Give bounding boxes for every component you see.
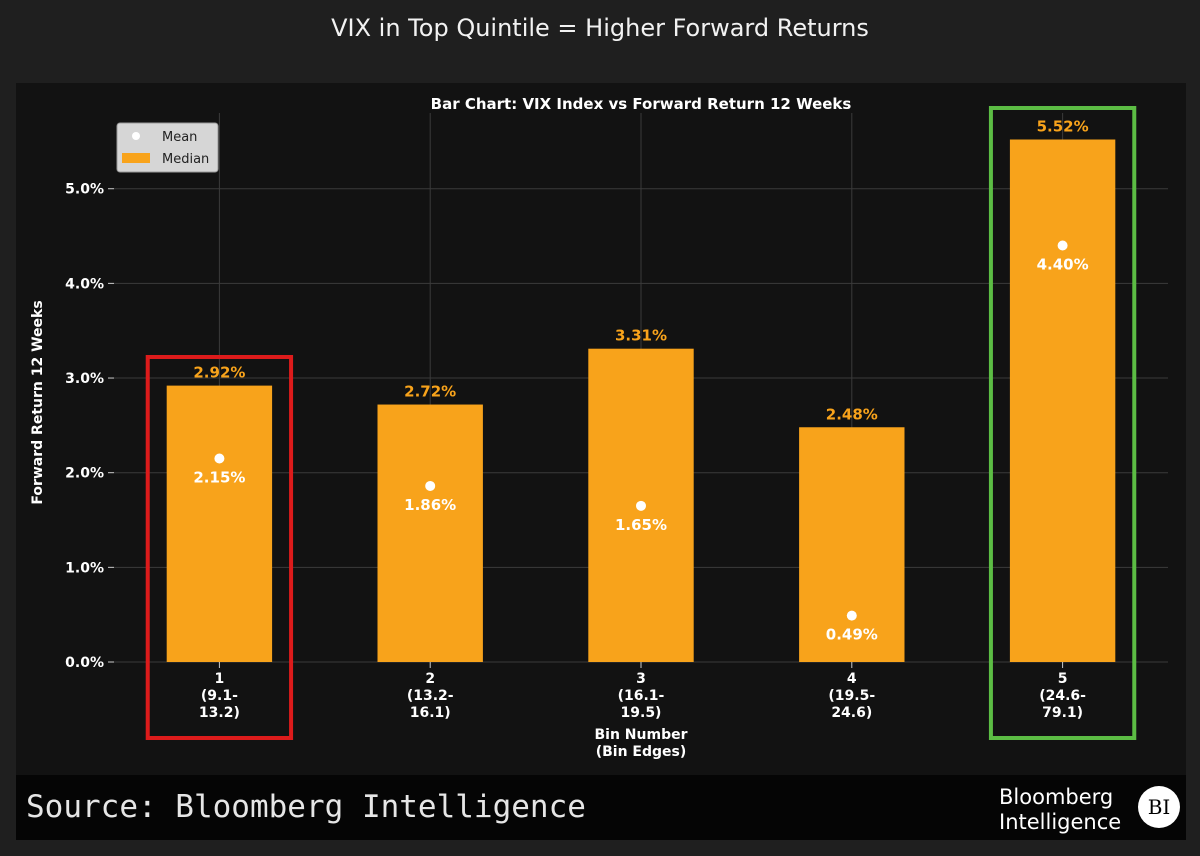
brand-logo-text: Bloomberg Intelligence [999,785,1121,835]
median-value-label: 2.92% [193,364,245,382]
legend-mean-label: Mean [162,130,197,145]
y-tick-label: 0.0% [65,655,104,671]
page-title: VIX in Top Quintile = Higher Forward Ret… [331,14,869,42]
x-tick-label: 5 [1058,671,1068,687]
x-tick-label: (13.2- [407,688,454,704]
x-tick-label: 13.2) [199,705,240,721]
x-tick-label: (24.6- [1039,688,1086,704]
x-tick-label: (19.5- [828,688,875,704]
y-tick-label: 5.0% [65,182,104,198]
median-value-label: 2.48% [826,405,878,423]
highlight-box-bin-5 [988,106,1137,740]
median-value-label: 3.31% [615,327,667,345]
footer: Source: Bloomberg Intelligence Bloomberg… [16,775,1186,840]
y-tick-label: 2.0% [65,466,104,482]
mean-point-3 [636,500,646,511]
x-tick-label: 19.5) [621,705,662,721]
x-tick-label: 24.6) [831,705,872,721]
mean-value-label: 2.15% [193,468,245,486]
mean-value-label: 1.65% [615,516,667,534]
y-tick-label: 4.0% [65,276,104,292]
median-bar-5 [1009,139,1116,663]
bar-chart: Bar Chart: VIX Index vs Forward Return 1… [30,95,1168,760]
median-bar-2 [377,404,483,662]
mean-value-label: 4.40% [1037,256,1089,274]
x-tick-label: 79.1) [1042,705,1083,721]
median-value-label: 2.72% [404,383,456,401]
x-tick-label: 16.1) [410,705,451,721]
median-bar-1 [166,385,273,662]
x-tick-label: 4 [847,671,857,687]
chart-title: Bar Chart: VIX Index vs Forward Return 1… [431,95,852,113]
x-tick-label: 2 [425,671,435,687]
y-tick-label: 3.0% [65,371,104,387]
median-value-label: 5.52% [1037,118,1089,136]
brand-line-2: Intelligence [999,810,1122,834]
x-tick-label: (9.1- [201,688,238,704]
x-tick-label: 1 [215,671,225,687]
y-tick-label: 1.0% [65,560,104,576]
legend-median-swatch [122,153,150,163]
mean-point-2 [425,480,436,491]
x-tick-label: 3 [636,671,646,687]
mean-point-1 [214,453,225,464]
highlight-box-bin-1 [145,355,294,740]
mean-point-5 [1057,240,1068,251]
bi-badge-icon: BI [1138,786,1180,828]
mean-value-label: 1.86% [404,496,456,514]
y-axis-label: Forward Return 12 Weeks [30,300,46,504]
x-tick-label: (16.1- [618,688,665,704]
mean-value-label: 0.49% [826,626,878,644]
mean-point-4 [846,610,857,621]
legend-mean-marker [132,132,140,140]
x-axis-label: Bin Number (Bin Edges) [594,727,687,760]
median-bar-4 [799,427,905,662]
source-text: Source: Bloomberg Intelligence [26,789,586,825]
chart-panel: Bar Chart: VIX Index vs Forward Return 1… [16,83,1186,775]
legend-median-label: Median [162,152,209,167]
brand-line-1: Bloomberg [999,785,1114,809]
